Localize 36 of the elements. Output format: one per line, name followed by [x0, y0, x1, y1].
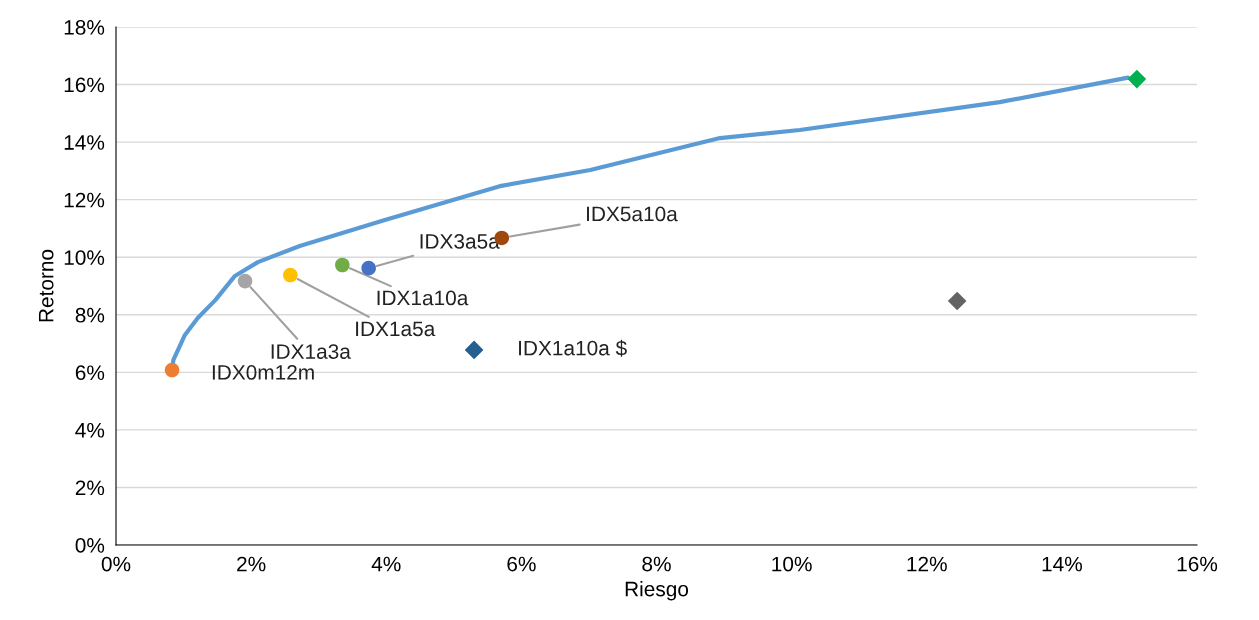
point	[335, 257, 350, 273]
x-tick-label: 6%	[507, 556, 536, 572]
point	[237, 273, 253, 289]
y-tick-label: 14%	[64, 135, 105, 150]
x-tick-label: 12%	[907, 556, 947, 572]
x-axis-title: Riesgo	[625, 581, 689, 601]
text: IDX3a5a	[420, 234, 500, 249]
y-tick-label: 4%	[75, 422, 105, 438]
x-tick-label: 10%	[772, 556, 812, 572]
y-tick-label: 18%	[64, 20, 105, 35]
point	[947, 291, 967, 311]
y-tick-label: 0%	[75, 538, 105, 553]
text: IDX1a3a	[271, 344, 351, 359]
series-label: IDX0m12m	[212, 365, 314, 380]
y-tick-label: 10%	[64, 250, 105, 265]
x-tick-label: 2%	[237, 556, 266, 572]
x-tick-label: 8%	[642, 556, 671, 572]
series-label: IDX1a10a $	[519, 339, 627, 357]
y-tick-label: 12%	[64, 192, 105, 208]
x-tick-label: 0%	[101, 556, 131, 572]
y-tick-label: 6%	[75, 365, 105, 381]
y-axis-title: Retorno	[38, 249, 54, 322]
text: IDX1a5a	[356, 321, 436, 337]
point	[1127, 69, 1147, 89]
point	[164, 362, 180, 378]
point	[283, 267, 298, 283]
x-tick-label: 16%	[1177, 556, 1218, 572]
point	[361, 260, 376, 276]
series-label: IDX1a10a	[377, 290, 469, 306]
y-tick-label: 8%	[75, 307, 105, 323]
x-tick-label: 4%	[371, 556, 401, 572]
y-tick-label: 16%	[64, 77, 105, 93]
x-tick-label: 14%	[1042, 556, 1082, 572]
text: IDX5a10a	[587, 206, 678, 222]
y-tick-label: 2%	[75, 480, 105, 496]
point	[464, 340, 484, 360]
